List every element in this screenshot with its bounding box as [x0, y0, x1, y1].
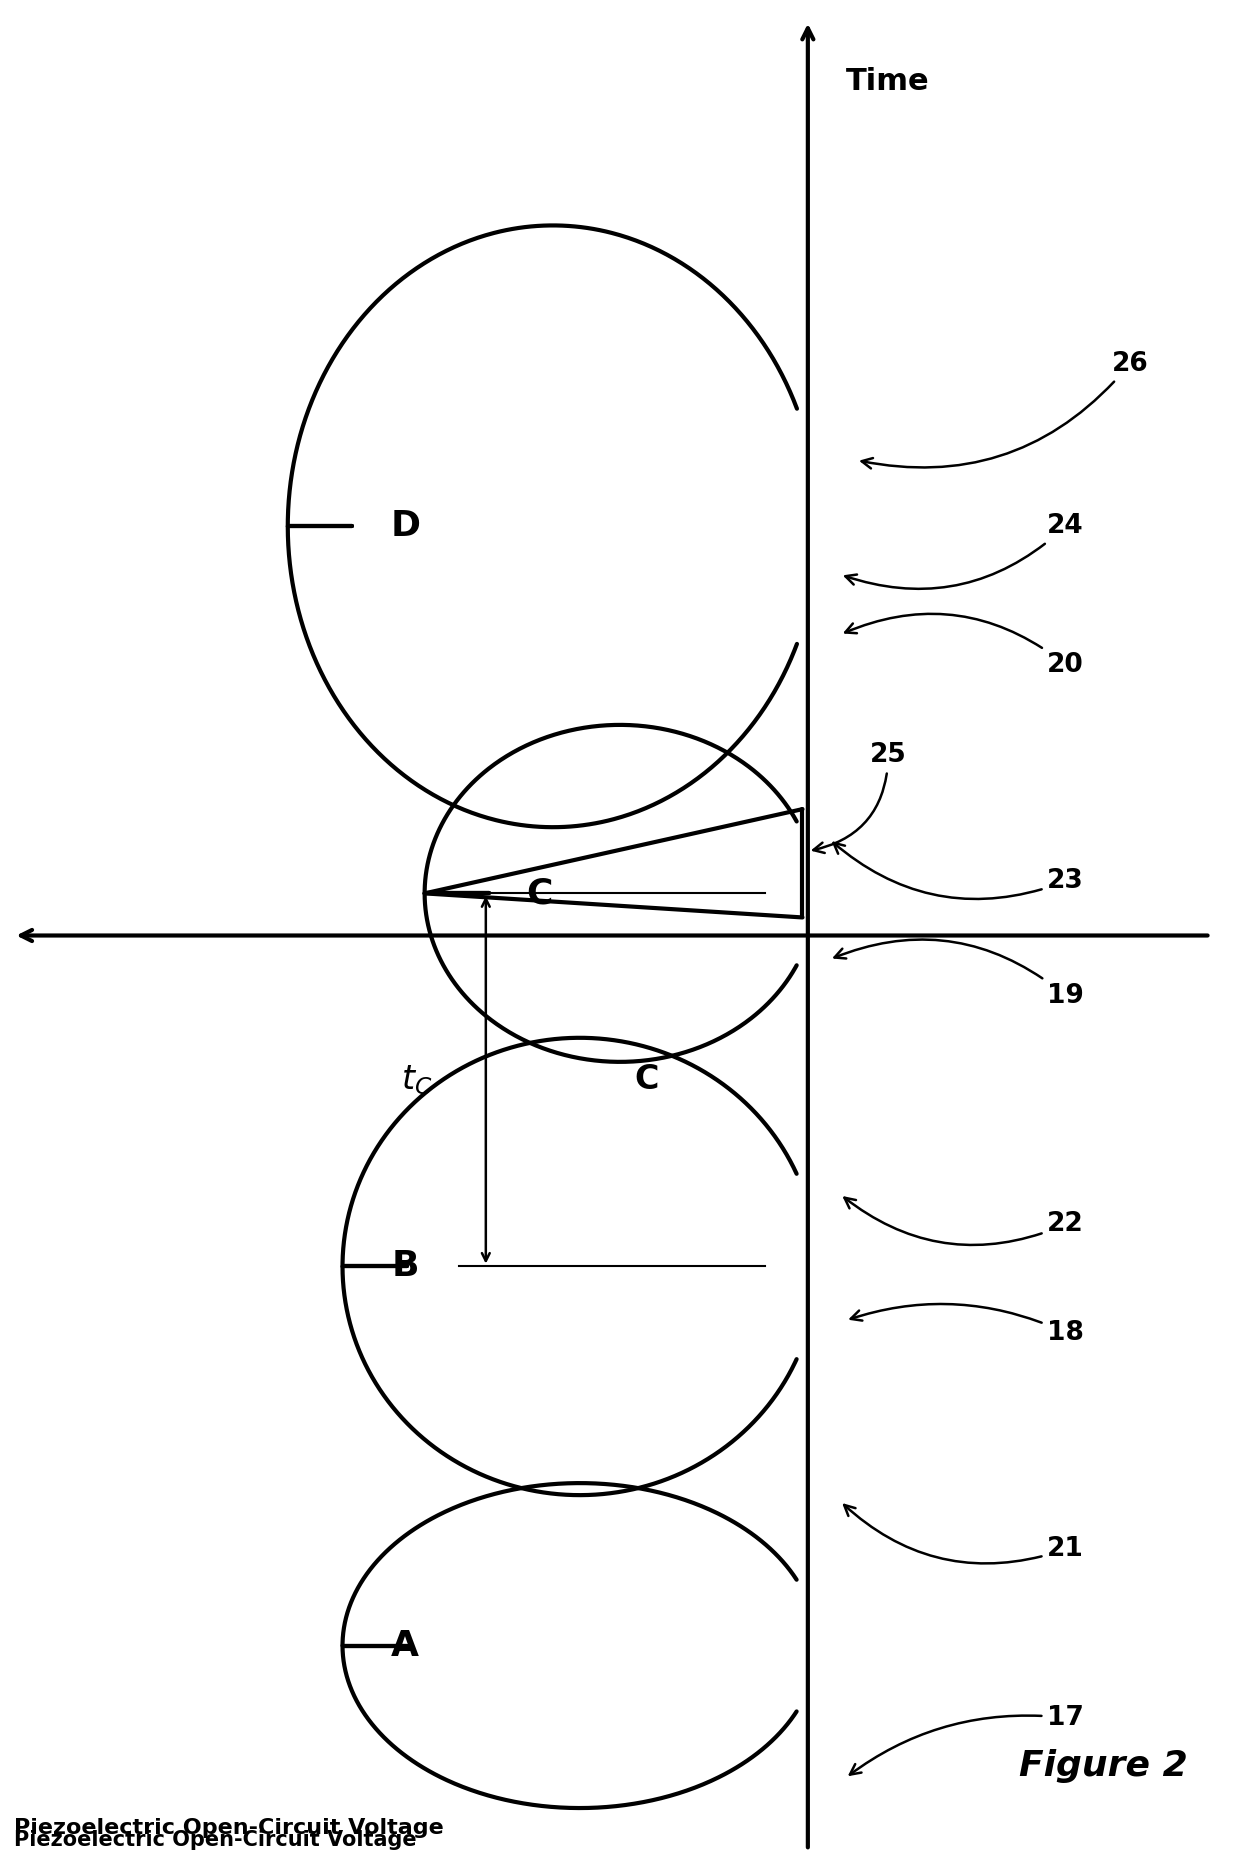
Text: 17: 17 — [849, 1704, 1084, 1774]
Text: 19: 19 — [835, 939, 1084, 1008]
Text: Time: Time — [846, 67, 929, 95]
Text: 26: 26 — [862, 352, 1148, 468]
Text: 25: 25 — [813, 743, 906, 853]
Text: C: C — [526, 876, 553, 911]
Text: B: B — [392, 1250, 419, 1284]
Text: 24: 24 — [846, 513, 1084, 589]
Text: 21: 21 — [844, 1504, 1084, 1564]
Text: Piezoelectric Open-Circuit Voltage: Piezoelectric Open-Circuit Voltage — [14, 1830, 417, 1850]
Text: Piezoelectric Open-Circuit Voltage: Piezoelectric Open-Circuit Voltage — [14, 1819, 443, 1837]
Text: 20: 20 — [846, 614, 1084, 677]
Text: $t_C$: $t_C$ — [401, 1063, 433, 1096]
Text: A: A — [392, 1628, 419, 1663]
Text: 22: 22 — [844, 1197, 1084, 1244]
Text: C: C — [635, 1063, 660, 1096]
Text: 18: 18 — [851, 1304, 1084, 1345]
Text: D: D — [391, 509, 420, 543]
Text: Figure 2: Figure 2 — [1019, 1749, 1188, 1783]
Text: 23: 23 — [833, 842, 1084, 898]
